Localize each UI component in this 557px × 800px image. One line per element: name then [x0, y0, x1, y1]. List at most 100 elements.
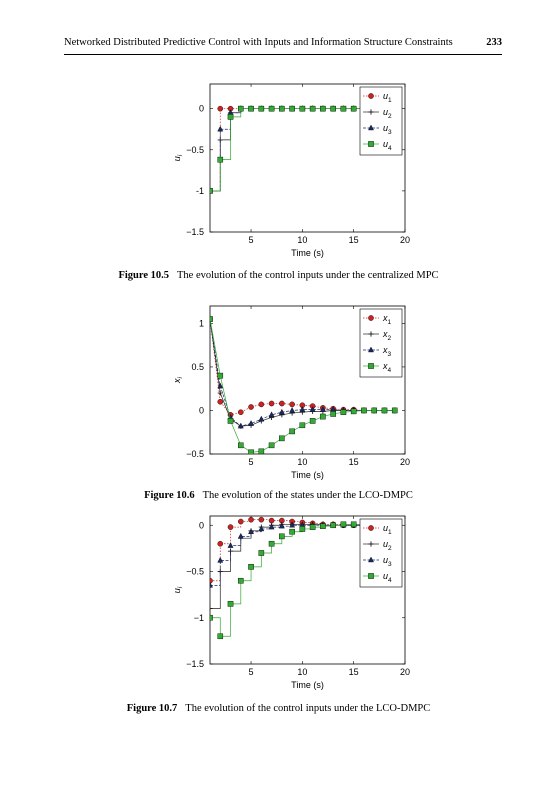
data-point-u4 — [299, 526, 306, 532]
data-point-x3 — [258, 415, 265, 422]
x-tick-label: 15 — [349, 235, 359, 245]
data-point-u1 — [258, 516, 265, 523]
data-point-u1 — [217, 540, 224, 547]
data-point-x4 — [330, 411, 336, 417]
legend-label-u3: u3 — [383, 555, 392, 568]
series-line-u4 — [210, 523, 396, 637]
data-point-u3 — [278, 522, 285, 529]
data-point-u3 — [227, 542, 234, 548]
data-point-x4 — [340, 409, 347, 416]
y-tick-label: 0 — [199, 520, 204, 530]
data-point-x1 — [217, 398, 224, 405]
legend-label-subscript: 2 — [388, 545, 392, 552]
data-point-x1 — [289, 401, 295, 408]
data-point-u4 — [289, 528, 295, 535]
data-point-u3 — [258, 525, 265, 532]
y-tick-label: −1.5 — [186, 659, 204, 669]
legend-box — [359, 86, 403, 156]
x-tick-label: 5 — [249, 235, 254, 245]
x-tick-label: 10 — [297, 457, 307, 467]
legend-marker-u1 — [368, 525, 374, 531]
data-point-u4 — [279, 105, 285, 112]
x-tick-label: 5 — [249, 457, 254, 467]
legend-marker-u2 — [368, 541, 374, 547]
data-point-u1 — [227, 524, 234, 530]
data-point-u4 — [299, 105, 306, 112]
legend-label-x2: x2 — [382, 329, 392, 342]
data-point-x4 — [299, 422, 306, 429]
data-point-x1 — [279, 400, 285, 407]
data-point-u4 — [340, 521, 347, 528]
data-point-x4 — [248, 449, 254, 454]
data-point-u4 — [217, 633, 224, 640]
legend-marker-u3 — [368, 124, 374, 131]
data-point-x3 — [268, 411, 275, 418]
data-point-x3 — [248, 420, 254, 426]
y-axis-label: ui — [172, 154, 184, 161]
figure-caption-text: The evolution of the control inputs unde… — [177, 270, 439, 281]
legend-label-subscript: 3 — [388, 351, 392, 358]
data-point-u1 — [248, 516, 254, 523]
y-tick-label: −0.5 — [186, 449, 204, 459]
chart-svg: 5 10 15 20 1 0.5 0 −0.5 Time (s) xi x1 x2 x3 x4 — [172, 305, 410, 480]
y-axis-label-subscript: i — [177, 376, 184, 378]
x-axis-label: Time (s) — [291, 470, 324, 480]
x-tick-label: 10 — [297, 667, 307, 677]
data-point-u4 — [258, 550, 265, 556]
legend-marker-x3 — [368, 346, 374, 353]
data-point-x3 — [217, 382, 224, 389]
data-point-x4 — [361, 407, 367, 414]
legend-marker-x2 — [368, 331, 374, 337]
y-axis-label: ui — [172, 586, 184, 593]
data-point-u4 — [227, 114, 234, 120]
data-point-u4 — [268, 540, 275, 547]
data-point-x4 — [279, 435, 285, 442]
running-header: Networked Distributed Predictive Control… — [64, 37, 502, 53]
data-point-x1 — [237, 409, 244, 416]
legend-label-subscript: 1 — [388, 319, 392, 326]
figure-caption-text: The evolution of the control inputs unde… — [185, 703, 431, 714]
y-tick-label: 0.5 — [191, 362, 204, 372]
data-point-u4 — [330, 105, 336, 112]
y-tick-label: −0.5 — [186, 145, 204, 155]
header-title: Networked Distributed Predictive Control… — [64, 37, 453, 48]
legend-marker-u4 — [368, 141, 374, 147]
x-tick-label: 15 — [349, 667, 359, 677]
figure-label: Figure 10.7 — [126, 703, 178, 714]
legend-label-x1: x1 — [382, 313, 392, 326]
data-point-u4 — [279, 533, 285, 540]
data-point-u4 — [268, 105, 275, 112]
legend-label-subscript: 1 — [388, 529, 392, 536]
data-point-u4 — [289, 105, 295, 112]
legend-label-u4: u4 — [383, 571, 392, 584]
legend-label-subscript: 2 — [388, 335, 392, 342]
chart-svg: 5 10 15 20 0 −0.5 −1 −1.5 Time (s) ui u1 u2 u3 u4 — [172, 515, 410, 690]
legend-label-subscript: 1 — [388, 97, 392, 104]
y-tick-label: −0.5 — [186, 567, 204, 577]
x-tick-label: 15 — [349, 457, 359, 467]
legend-label-u1: u1 — [383, 523, 392, 536]
data-point-x4 — [227, 418, 234, 424]
data-point-u1 — [237, 518, 244, 525]
figure-10-7-caption: Figure 10.7 The evolution of the control … — [0, 703, 557, 714]
y-tick-label: -1 — [196, 186, 204, 196]
data-point-u4 — [309, 524, 316, 530]
x-tick-label: 20 — [400, 457, 410, 467]
series-x4 — [210, 316, 398, 454]
data-point-x4 — [391, 407, 398, 414]
data-point-u3 — [210, 581, 213, 588]
data-point-u3 — [248, 528, 254, 534]
legend-label-subscript: 4 — [388, 367, 392, 374]
x-axis-label: Time (s) — [291, 248, 324, 258]
data-point-u4 — [248, 105, 254, 112]
data-point-u4 — [330, 522, 336, 529]
legend-marker-u4 — [368, 573, 374, 579]
legend-label-subscript: 2 — [388, 113, 392, 120]
figure-10-5-chart: 5 10 15 20 0 −0.5 -1 −1.5 Time (s) ui u1 u2 u3 u4 — [160, 78, 420, 278]
data-point-x4 — [309, 418, 316, 424]
data-point-u4 — [210, 614, 213, 621]
data-point-x2 — [217, 390, 223, 396]
legend-label-subscript: 4 — [388, 577, 392, 584]
figure-caption-text: The evolution of the states under the LC… — [202, 490, 413, 501]
header-rule — [64, 54, 502, 55]
